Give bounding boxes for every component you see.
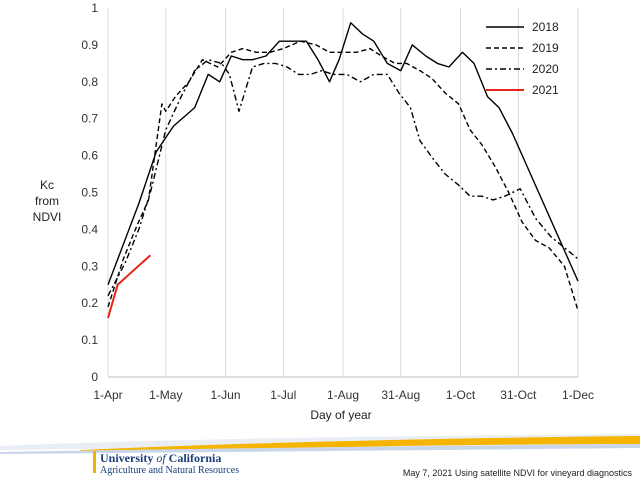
y-tick-label: 1 bbox=[91, 1, 98, 15]
y-axis-title-line: from bbox=[35, 194, 59, 208]
x-tick-label: 1-Aug bbox=[327, 388, 359, 402]
footer-swoosh bbox=[0, 434, 640, 454]
x-tick-label: 31-Aug bbox=[381, 388, 420, 402]
y-tick-label: 0.7 bbox=[81, 112, 98, 126]
grid-lines bbox=[107, 8, 579, 377]
x-tick-label: 1-May bbox=[149, 388, 182, 402]
series-line-2018 bbox=[107, 22, 579, 286]
x-axis-title: Day of year bbox=[310, 408, 371, 422]
logo-of: of bbox=[156, 451, 166, 465]
series-line-2021 bbox=[107, 254, 152, 319]
y-axis-title-line: NDVI bbox=[33, 210, 62, 224]
y-axis-title-line: Kc bbox=[40, 178, 54, 192]
logo-state: California bbox=[168, 451, 222, 465]
logo-accent-bar bbox=[93, 451, 96, 473]
y-tick-label: 0.4 bbox=[81, 222, 98, 236]
legend-label-2021: 2021 bbox=[532, 83, 559, 97]
x-tick-label: 1-Oct bbox=[446, 388, 476, 402]
x-tick-label: 31-Oct bbox=[500, 388, 537, 402]
x-tick-label: 1-Jun bbox=[210, 388, 240, 402]
series-lines bbox=[107, 22, 579, 319]
y-tick-label: 0.5 bbox=[81, 186, 98, 200]
y-tick-label: 0 bbox=[91, 370, 98, 384]
x-tick-label: 1-Jul bbox=[270, 388, 296, 402]
uc-logo-subtitle: Agriculture and Natural Resources bbox=[100, 465, 240, 476]
uc-logo: University of California bbox=[100, 451, 221, 466]
x-tick-label: 1-Apr bbox=[93, 388, 122, 402]
y-tick-label: 0.1 bbox=[81, 333, 98, 347]
legend: 2018 2019 2020 2021 bbox=[486, 20, 559, 97]
y-tick-label: 0.3 bbox=[81, 259, 98, 273]
footer-note: May 7, 2021 Using satellite NDVI for vin… bbox=[402, 468, 632, 478]
y-tick-label: 0.8 bbox=[81, 75, 98, 89]
legend-label-2018: 2018 bbox=[532, 20, 559, 34]
y-tick-label: 0.2 bbox=[81, 296, 98, 310]
axes: 0 0.1 0.2 0.3 0.4 0.5 0.6 0.7 0.8 0.9 1 1-Apr 1-May 1… bbox=[81, 1, 594, 402]
y-tick-label: 0.6 bbox=[81, 149, 98, 163]
x-tick-label: 1-Dec bbox=[562, 388, 594, 402]
logo-name: University bbox=[100, 451, 154, 465]
series-line-2020 bbox=[107, 59, 579, 297]
legend-label-2019: 2019 bbox=[532, 41, 559, 55]
y-tick-label: 0.9 bbox=[81, 38, 98, 52]
legend-label-2020: 2020 bbox=[532, 62, 559, 76]
y-axis-title: Kc from NDVI bbox=[33, 178, 62, 224]
